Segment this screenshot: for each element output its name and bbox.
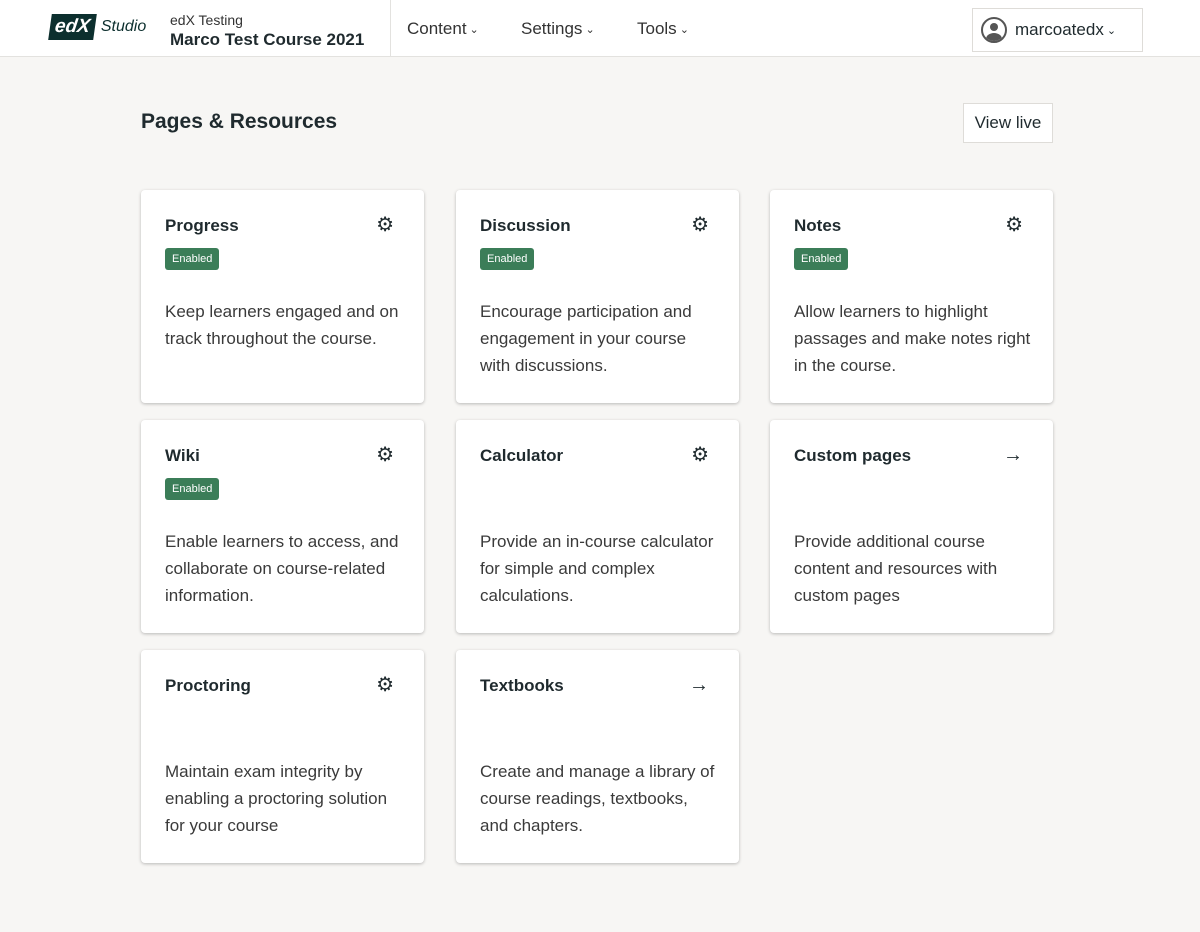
card-title: Notes — [794, 216, 842, 235]
card-description: Encourage participation and engagement i… — [480, 302, 692, 375]
divider — [390, 0, 391, 57]
gear-icon[interactable]: ⚙ — [1005, 214, 1023, 236]
nav-settings[interactable]: Settings ⌄ — [521, 19, 595, 39]
arrow-right-icon[interactable]: → — [1003, 444, 1023, 466]
card-description: Provide additional course content and re… — [794, 532, 998, 605]
card-notes[interactable]: Notes ⚙ Enabled Allow learners to highli… — [770, 190, 1053, 403]
edx-studio-logo[interactable]: edX Studio — [48, 14, 146, 40]
card-title: Discussion — [480, 216, 571, 235]
card-description: Enable learners to access, and collabora… — [165, 532, 399, 605]
chevron-down-icon: ⌄ — [1106, 24, 1117, 37]
card-description: Allow learners to highlight passages and… — [794, 302, 1031, 375]
gear-icon[interactable]: ⚙ — [691, 214, 709, 236]
card-calculator[interactable]: Calculator ⚙ Provide an in-course calcul… — [456, 420, 739, 633]
nav-label: Tools — [637, 19, 677, 38]
arrow-right-icon[interactable]: → — [689, 674, 709, 696]
card-title: Custom pages — [794, 446, 912, 465]
nav-content[interactable]: Content ⌄ — [407, 19, 479, 39]
header: edX Studio edX Testing Marco Test Course … — [0, 0, 1200, 57]
gear-icon[interactable]: ⚙ — [376, 214, 394, 236]
page-title: Pages & Resources — [141, 110, 338, 133]
avatar-icon — [981, 17, 1007, 43]
status-badge: Enabled — [165, 248, 220, 270]
chevron-down-icon: ⌄ — [679, 24, 689, 37]
card-description: Provide an in-course calculator for simp… — [480, 532, 714, 605]
status-badge: Enabled — [794, 248, 849, 270]
card-title: Calculator — [480, 446, 564, 465]
gear-icon[interactable]: ⚙ — [691, 444, 709, 466]
user-menu-button[interactable]: marcoatedx ⌄ — [972, 8, 1143, 52]
nav-label: Settings — [521, 19, 583, 38]
chevron-down-icon: ⌄ — [585, 24, 595, 37]
card-textbooks[interactable]: Textbooks → Create and manage a library … — [456, 650, 739, 863]
card-description: Keep learners engaged and on track throu… — [165, 302, 399, 348]
card-custom-pages[interactable]: Custom pages → Provide additional course… — [770, 420, 1053, 633]
card-title: Textbooks — [480, 676, 564, 695]
card-proctoring[interactable]: Proctoring ⚙ Maintain exam integrity by … — [141, 650, 424, 863]
course-org: edX Testing — [170, 12, 243, 28]
nav-tools[interactable]: Tools ⌄ — [637, 19, 689, 39]
card-title: Wiki — [165, 446, 200, 465]
status-badge: Enabled — [480, 248, 535, 270]
card-title: Progress — [165, 216, 239, 235]
course-info: edX Testing Marco Test Course 2021 — [170, 12, 364, 50]
gear-icon[interactable]: ⚙ — [376, 444, 394, 466]
chevron-down-icon: ⌄ — [469, 24, 479, 37]
card-description: Create and manage a library of course re… — [480, 762, 715, 835]
card-description: Maintain exam integrity by enabling a pr… — [165, 762, 388, 835]
username: marcoatedx — [1015, 20, 1104, 39]
view-live-button[interactable]: View live — [963, 103, 1053, 143]
card-progress[interactable]: Progress ⚙ Enabled Keep learners engaged… — [141, 190, 424, 403]
card-discussion[interactable]: Discussion ⚙ Enabled Encourage participa… — [456, 190, 739, 403]
card-wiki[interactable]: Wiki ⚙ Enabled Enable learners to access… — [141, 420, 424, 633]
nav-label: Content — [407, 19, 467, 38]
course-name: Marco Test Course 2021 — [170, 30, 365, 49]
gear-icon[interactable]: ⚙ — [376, 674, 394, 696]
status-badge: Enabled — [165, 478, 220, 500]
card-title: Proctoring — [165, 676, 251, 695]
